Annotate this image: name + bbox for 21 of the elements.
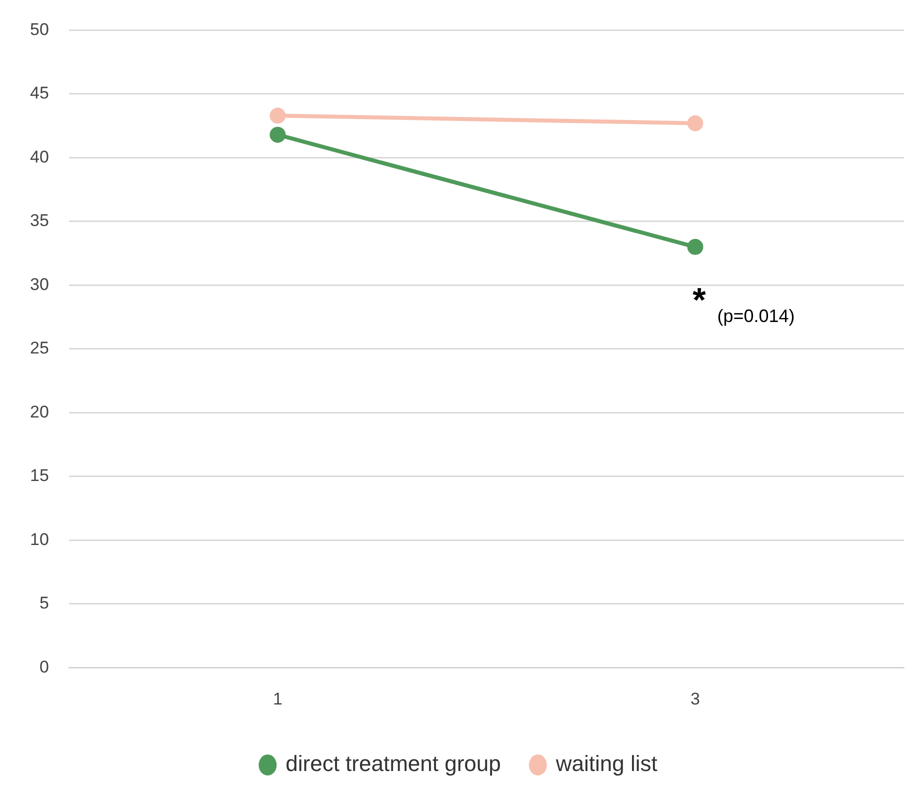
y-tick-label: 15 bbox=[30, 466, 49, 486]
y-tick-label: 25 bbox=[30, 338, 49, 358]
y-tick-label: 45 bbox=[30, 84, 49, 103]
y-tick-label: 35 bbox=[30, 211, 49, 230]
x-tick-label: 3 bbox=[690, 689, 700, 708]
legend-label: waiting list bbox=[554, 751, 658, 776]
legend-label: direct treatment group bbox=[286, 751, 501, 776]
annotation: (p=0.014) bbox=[717, 306, 795, 326]
point bbox=[687, 115, 704, 132]
y-tick-label: 5 bbox=[39, 594, 49, 613]
y-tick-label: 10 bbox=[30, 530, 49, 549]
y-tick-label: 40 bbox=[30, 147, 49, 166]
x-tick-label: 1 bbox=[272, 689, 282, 708]
point bbox=[687, 238, 704, 255]
y-tick-label: 50 bbox=[30, 20, 49, 39]
annotation: * bbox=[692, 281, 707, 320]
y-tick-label: 30 bbox=[30, 274, 49, 294]
y-tick-label: 0 bbox=[39, 657, 49, 676]
y-tick-label: 20 bbox=[30, 402, 49, 422]
point bbox=[270, 126, 286, 143]
point bbox=[270, 108, 286, 124]
